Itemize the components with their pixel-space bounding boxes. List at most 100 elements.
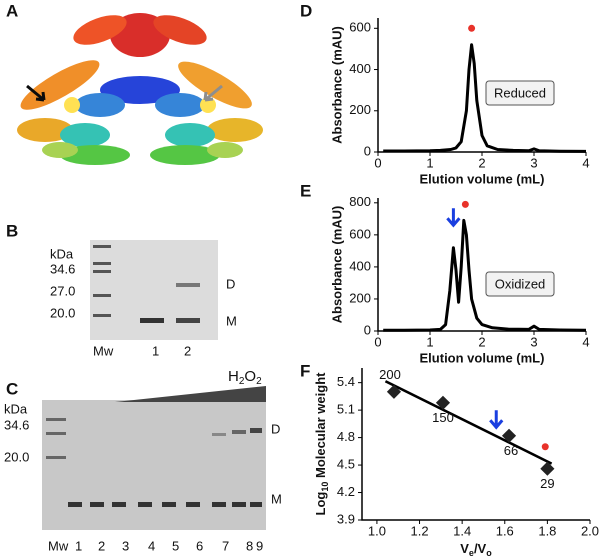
label: M	[226, 313, 237, 328]
label: 2	[478, 334, 485, 349]
label: B	[6, 221, 18, 240]
axis-title-part: Molecular weight	[313, 372, 328, 482]
label: 4	[582, 155, 589, 170]
axis-title-part: V	[460, 541, 469, 556]
marker-arrow	[446, 208, 461, 228]
label: 6	[196, 538, 203, 553]
label: 9	[256, 538, 263, 553]
label: 0	[374, 334, 381, 349]
label: D	[300, 1, 312, 20]
point	[386, 384, 402, 399]
protein-structure	[17, 13, 263, 165]
label: Elution volume (mL)	[420, 171, 545, 186]
label: 1	[152, 343, 159, 358]
trace	[383, 218, 587, 332]
gel-bands	[93, 245, 200, 323]
label: 27.0	[50, 283, 75, 298]
axis-title: Log10 Molecular weight	[313, 372, 330, 516]
label: A	[6, 1, 18, 20]
label: 200	[349, 102, 371, 117]
fit-line	[384, 380, 553, 465]
label: 1.2	[410, 523, 428, 538]
point	[501, 428, 517, 443]
label: 3.9	[337, 511, 355, 526]
axis-title-part: e	[469, 548, 474, 558]
reagent-part: O	[244, 368, 256, 385]
label: 1.6	[496, 523, 514, 538]
label: D	[226, 276, 235, 291]
axis-title-part: 10	[320, 482, 330, 492]
trace	[383, 43, 587, 153]
label: kDa	[4, 401, 28, 416]
marker-dot	[461, 200, 469, 208]
axis-title-part: Log	[313, 492, 328, 516]
label: 1.8	[538, 523, 556, 538]
label: 2	[98, 538, 105, 553]
label: C	[6, 379, 18, 398]
label: 3	[122, 538, 129, 553]
label: 600	[349, 20, 371, 35]
label: 20.0	[4, 449, 29, 464]
label: 0	[364, 322, 371, 337]
label: 5.4	[337, 374, 355, 389]
marker-dot	[541, 443, 549, 451]
label: 2	[478, 155, 485, 170]
label: 29	[540, 476, 554, 491]
label: 2.0	[581, 523, 599, 538]
label: kDa	[50, 246, 74, 261]
label: 2	[184, 343, 191, 358]
label: Elution volume (mL)	[420, 350, 545, 365]
marker-arrow	[489, 410, 504, 430]
label: 4	[582, 334, 589, 349]
label: 8	[246, 538, 253, 553]
label: 4.8	[337, 429, 355, 444]
gel	[42, 400, 266, 530]
marker-dot	[468, 24, 476, 32]
label: 1	[426, 155, 433, 170]
label: 7	[222, 538, 229, 553]
label: E	[300, 181, 311, 200]
label: 34.6	[4, 417, 29, 432]
axes	[377, 198, 586, 332]
gel-bands	[46, 418, 262, 507]
label: 400	[349, 258, 371, 273]
gel	[90, 240, 218, 340]
label: 34.6	[50, 261, 75, 276]
label: 4.2	[337, 484, 355, 499]
label: 800	[349, 194, 371, 209]
label: 4	[148, 538, 155, 553]
reagent-part: 2	[256, 376, 262, 387]
gradient-triangle	[115, 386, 266, 402]
axis-title: Ve/Vo	[460, 541, 492, 558]
point	[540, 461, 555, 476]
label: F	[300, 361, 310, 380]
label: 1.4	[453, 523, 471, 538]
annotation-box	[485, 271, 555, 297]
label: M	[271, 491, 282, 506]
annotation-box	[485, 80, 555, 106]
label: Reduced	[494, 85, 546, 100]
reagent-part: H	[228, 368, 239, 385]
label: 5.1	[337, 402, 355, 417]
label: Oxidized	[495, 276, 546, 291]
label: 3	[530, 155, 537, 170]
reagent-part: 2	[239, 376, 245, 387]
label: 5	[172, 538, 179, 553]
label: 400	[349, 61, 371, 76]
label: 20.0	[50, 305, 75, 320]
label: 600	[349, 226, 371, 241]
label: 3	[530, 334, 537, 349]
label: 66	[504, 443, 518, 458]
reagent: H2O2	[228, 368, 262, 387]
axis-title-part: /V	[474, 541, 487, 556]
label: 1	[426, 334, 433, 349]
label: 0	[364, 143, 371, 158]
label: 200	[349, 290, 371, 305]
label: 0	[374, 155, 381, 170]
label: Absorbance (mAU)	[329, 26, 344, 144]
label: Mw	[93, 343, 114, 358]
label: 150	[432, 410, 454, 425]
label: D	[271, 421, 280, 436]
label: Absorbance (mAU)	[329, 206, 344, 324]
